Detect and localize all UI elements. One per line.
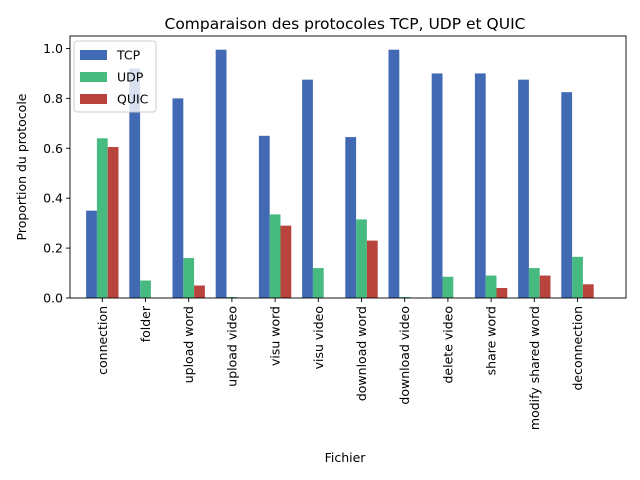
y-tick-label: 0.0 <box>43 291 63 306</box>
legend-label-quic: QUIC <box>117 92 149 107</box>
bar-udp-visu-word <box>269 214 281 298</box>
bar-quic-download-word <box>366 240 378 298</box>
plot-frame <box>69 35 627 299</box>
bar-quic-connection <box>107 147 119 298</box>
bar-tcp-download-video <box>388 49 400 298</box>
legend-swatch-udp <box>80 72 107 82</box>
x-axis-label: Fichier <box>325 450 367 465</box>
legend: TCP UDP QUIC <box>73 40 157 113</box>
legend-swatch-quic <box>80 94 107 104</box>
y-tick-label: 1.0 <box>43 41 63 56</box>
legend-swatch-tcp <box>80 50 107 60</box>
bar-udp-download-video <box>399 297 411 298</box>
x-axis: connection folder upload word upload video v… <box>95 298 585 430</box>
bar-tcp-upload-word <box>172 98 184 298</box>
y-axis: 0.0 0.2 0.4 0.6 0.8 1.0 <box>43 41 70 306</box>
bar-udp-deconnection <box>572 256 583 298</box>
bar-udp-upload-word <box>183 258 195 298</box>
legend-label-tcp: TCP <box>116 48 141 63</box>
x-tick-label-upload-word: upload word <box>181 306 196 383</box>
x-tick-label-visu-video: visu video <box>311 306 326 369</box>
bar-udp-connection <box>96 138 108 298</box>
y-axis-label: Proportion du protocole <box>14 93 29 240</box>
y-tick-label: 0.8 <box>43 91 63 106</box>
x-tick-label-download-word: download word <box>354 306 369 401</box>
bars-group <box>86 49 594 299</box>
x-tick-label-upload-video: upload video <box>224 306 239 387</box>
bar-udp-modify-shared-word <box>528 268 540 298</box>
x-tick-label-visu-word: visu word <box>268 306 283 366</box>
x-tick-label-download-video: download video <box>397 306 412 405</box>
bar-udp-visu-video <box>312 268 324 298</box>
bar-udp-upload-video <box>226 297 238 298</box>
bar-udp-download-word <box>356 219 367 298</box>
x-tick-label-delete-video: delete video <box>440 306 455 384</box>
bar-tcp-share-word <box>474 73 486 299</box>
x-tick-label-connection: connection <box>95 306 110 375</box>
bar-udp-delete-video <box>442 276 454 298</box>
x-tick-label-modify-shared-word: modify shared word <box>527 306 542 430</box>
bar-tcp-download-word <box>345 137 357 298</box>
bar-quic-visu-word <box>280 225 292 298</box>
y-tick-label: 0.6 <box>43 141 63 156</box>
x-tick-label-folder: folder <box>138 305 153 342</box>
bar-quic-share-word <box>496 288 508 298</box>
bar-tcp-deconnection <box>561 92 573 298</box>
y-tick-label: 0.4 <box>43 191 63 206</box>
bar-udp-share-word <box>485 275 497 298</box>
bar-udp-folder <box>140 280 151 298</box>
bar-quic-modify-shared-word <box>539 275 551 298</box>
legend-label-udp: UDP <box>117 70 144 85</box>
bar-tcp-visu-video <box>302 79 313 298</box>
bar-quic-upload-word <box>194 285 205 298</box>
bar-tcp-folder <box>129 68 141 298</box>
bar-tcp-connection <box>86 210 97 298</box>
bar-quic-deconnection <box>582 284 594 298</box>
y-tick-label: 0.2 <box>43 241 63 256</box>
bar-tcp-upload-video <box>215 49 227 298</box>
bar-tcp-delete-video <box>431 73 443 299</box>
x-tick-label-deconnection: deconnection <box>570 306 585 391</box>
x-tick-label-share-word: share word <box>484 306 499 375</box>
chart-title: Comparaison des protocoles TCP, UDP et Q… <box>165 15 526 33</box>
bar-tcp-visu-word <box>258 135 270 298</box>
bar-tcp-modify-shared-word <box>518 79 529 298</box>
